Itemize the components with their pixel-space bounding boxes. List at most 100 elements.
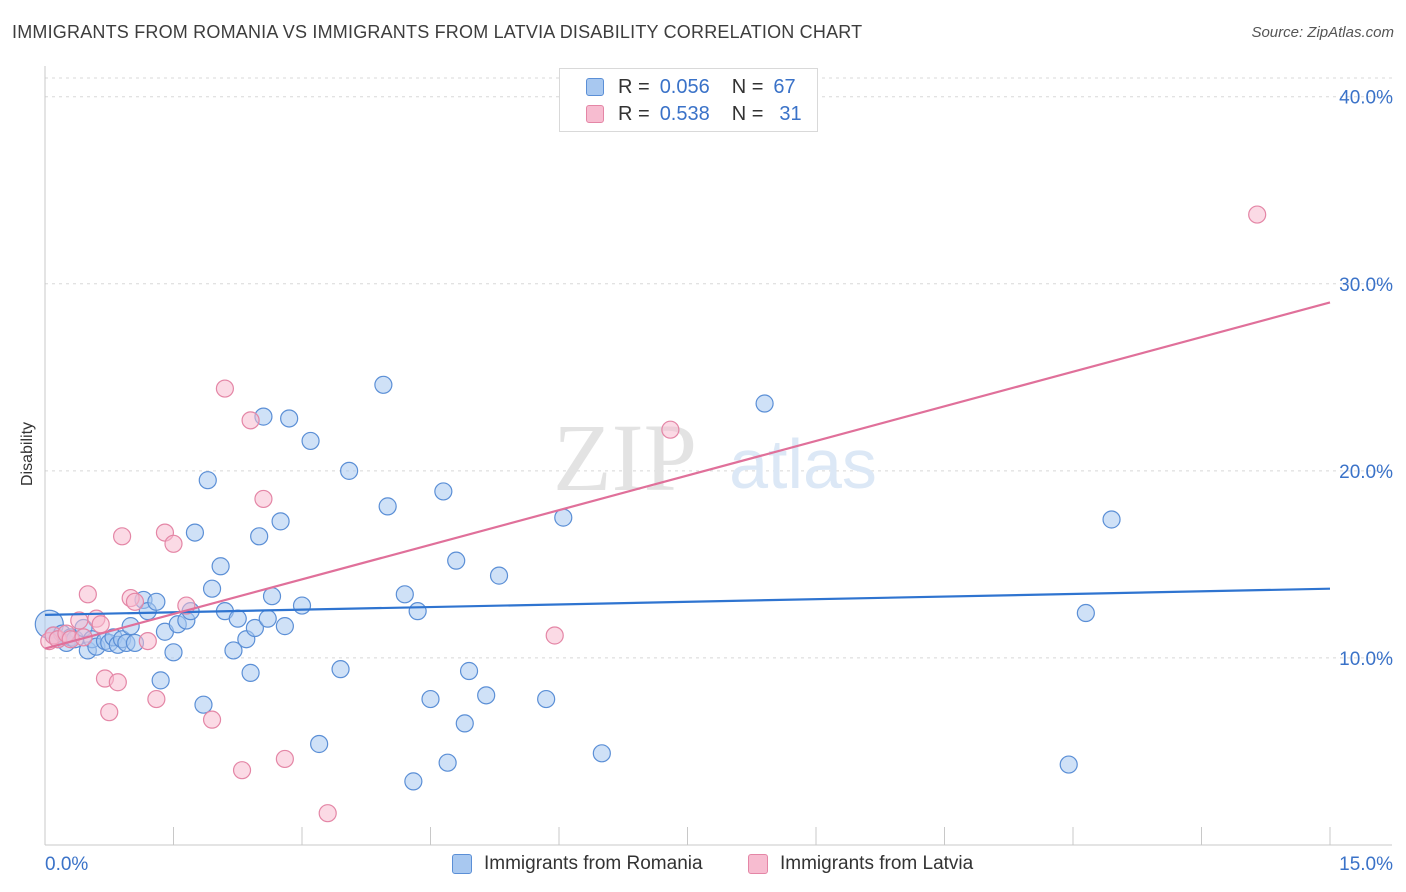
latvia-point <box>112 527 132 546</box>
watermark-atlas: atlas <box>729 425 877 503</box>
romania-point <box>447 551 466 570</box>
series-latvia-points <box>40 205 1267 823</box>
romania-point <box>340 461 359 480</box>
trend-lines <box>44 301 1331 650</box>
romania-point <box>292 596 312 615</box>
legend-item-romania: Immigrants from Romania <box>452 851 703 877</box>
gridlines <box>45 77 1392 659</box>
latvia-swatch <box>748 854 768 874</box>
correlation-legend: R = 0.056 N = 67 R = 0.538 N = 31 <box>559 68 818 132</box>
romania-point <box>1059 755 1078 774</box>
romania-point <box>275 617 294 636</box>
romania-point <box>164 643 183 662</box>
x-tick-label: 0.0% <box>45 854 88 875</box>
romania-point <box>250 527 269 546</box>
latvia-point <box>318 804 337 823</box>
romania-point <box>489 566 509 585</box>
romania-point <box>537 689 556 709</box>
latvia-point <box>100 703 119 722</box>
latvia-point <box>545 626 564 645</box>
romania-point <box>147 592 166 611</box>
romania-point <box>202 579 222 598</box>
romania-point <box>301 431 320 451</box>
romania-point <box>378 497 397 516</box>
legend-row-romania: R = 0.056 N = 67 <box>586 75 796 99</box>
romania-point <box>434 482 453 501</box>
romania-point <box>185 523 205 542</box>
r-label: R = <box>618 102 650 125</box>
romania-point <box>404 772 423 791</box>
romania-point <box>331 660 350 679</box>
latvia-point <box>232 761 252 780</box>
romania-point <box>755 394 774 413</box>
legend-item-latvia: Immigrants from Latvia <box>748 851 973 877</box>
romania-point <box>408 602 427 621</box>
latvia-point <box>254 489 273 509</box>
y-tick-label: 40.0% <box>1339 88 1393 109</box>
legend-label-latvia: Immigrants from Latvia <box>780 853 974 874</box>
romania-swatch <box>586 78 604 96</box>
latvia-point <box>215 379 234 398</box>
latvia-point <box>108 673 127 692</box>
y-tick-label: 10.0% <box>1339 649 1393 670</box>
romania-point <box>1076 603 1095 623</box>
y-axis-title: Disability <box>19 421 36 486</box>
romania-point <box>271 512 290 531</box>
latvia-point <box>241 411 260 430</box>
romania-point <box>592 744 611 763</box>
y-tick-label: 30.0% <box>1339 275 1393 296</box>
latvia-point <box>147 689 166 709</box>
romania-point <box>211 557 230 576</box>
legend-label-romania: Immigrants from Romania <box>484 853 703 874</box>
romania-swatch <box>452 854 472 874</box>
romania-point <box>228 609 247 628</box>
romania-point <box>241 663 260 682</box>
latvia-point <box>661 420 680 439</box>
romania-point <box>245 618 264 638</box>
n-label: N = <box>731 75 764 98</box>
romania-point <box>374 375 393 394</box>
chart-title: IMMIGRANTS FROM ROMANIA VS IMMIGRANTS FR… <box>12 22 863 42</box>
watermark-zip: ZIP <box>553 404 697 511</box>
latvia-point <box>138 631 157 651</box>
latvia-point <box>275 749 294 769</box>
romania-point <box>477 686 496 705</box>
latvia-point <box>1248 205 1267 224</box>
romania-point <box>151 671 170 690</box>
romania-point <box>310 734 329 754</box>
romania-point <box>258 609 277 628</box>
romania-point <box>1102 510 1121 529</box>
r-value: 0.056 <box>659 75 710 98</box>
latvia-trend-line <box>44 301 1331 650</box>
romania-point <box>262 587 282 606</box>
romania-point <box>459 661 479 681</box>
romania-point <box>395 585 414 604</box>
y-tick-label: 20.0% <box>1339 462 1393 483</box>
romania-point <box>421 689 440 709</box>
latvia-point <box>164 534 183 553</box>
x-tick-labels: 0.0% 15.0% <box>45 854 1393 875</box>
legend-row-latvia: R = 0.538 N = 31 <box>586 102 802 126</box>
romania-point <box>194 695 213 714</box>
romania-point <box>198 471 217 490</box>
axes <box>44 66 1392 846</box>
latvia-point <box>91 615 110 634</box>
latvia-swatch <box>586 105 604 123</box>
y-tick-labels: 10.0% 20.0% 30.0% 40.0% <box>1339 88 1393 670</box>
n-value: 31 <box>779 102 802 125</box>
romania-point <box>455 714 474 733</box>
romania-point <box>280 409 299 428</box>
n-label: N = <box>731 102 764 125</box>
romania-point <box>224 641 243 660</box>
r-label: R = <box>618 75 650 98</box>
latvia-point <box>78 585 97 604</box>
romania-trend-line <box>44 587 1331 616</box>
source-label: Source: ZipAtlas.com <box>1251 24 1394 41</box>
x-tick-label: 15.0% <box>1339 854 1393 875</box>
n-value: 67 <box>773 75 796 98</box>
romania-point <box>438 753 457 772</box>
r-value: 0.538 <box>659 102 710 125</box>
watermark: ZIP atlas <box>553 404 877 511</box>
latvia-point <box>125 592 145 611</box>
